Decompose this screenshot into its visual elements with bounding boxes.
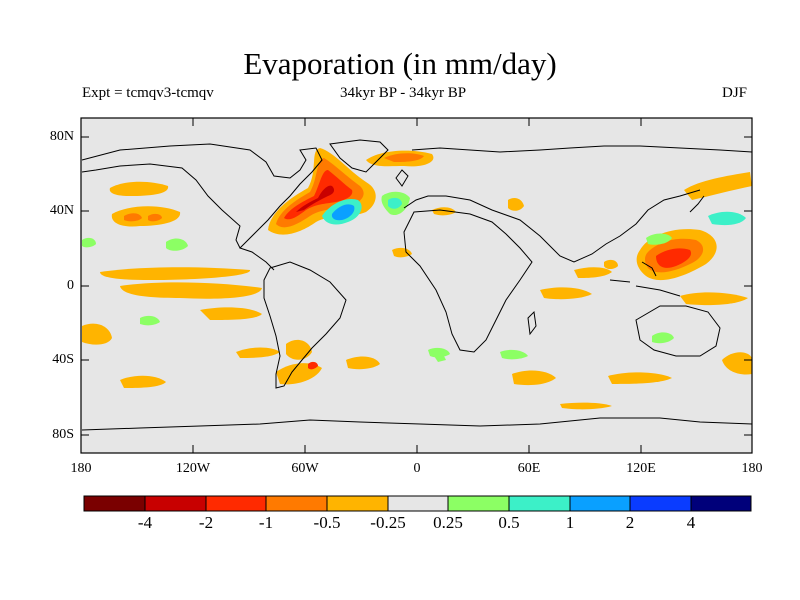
colorbar-label-5: 0.25 bbox=[433, 513, 463, 532]
colorbar-swatch-2 bbox=[206, 496, 266, 511]
pacific-patch-6 bbox=[82, 323, 112, 345]
greenland-sea-patch bbox=[432, 207, 456, 216]
south-pacific-green bbox=[140, 315, 160, 326]
atlantic-green bbox=[428, 347, 450, 358]
west-pacific-max bbox=[656, 248, 692, 268]
lon-label-120e: 120E bbox=[626, 461, 656, 476]
colorbar-swatch-1 bbox=[145, 496, 206, 511]
antarctica-outline bbox=[81, 417, 753, 431]
west-pacific-orange-strip bbox=[680, 292, 748, 306]
south-pacific-patch bbox=[722, 352, 752, 375]
colorbar-swatch-9 bbox=[630, 496, 691, 511]
pacific-green-2 bbox=[652, 332, 674, 344]
colorbar-frame bbox=[83, 495, 752, 512]
south-america-outline bbox=[263, 261, 347, 389]
africa-outline bbox=[403, 209, 533, 353]
chart-title: Evaporation (in mm/day) bbox=[243, 46, 557, 81]
colorbar-label-7: 1 bbox=[565, 513, 575, 532]
lat-label-80n: 80N bbox=[49, 129, 74, 144]
pacific-patch-7 bbox=[120, 375, 166, 388]
pacific-patch-2-core bbox=[124, 213, 142, 222]
colorbar-swatch-6 bbox=[448, 496, 509, 511]
colorbar-swatch-8 bbox=[570, 496, 630, 511]
south-atlantic-patch bbox=[286, 339, 312, 360]
indian-ocean-patch-2 bbox=[540, 287, 592, 300]
lat-label-40n: 40N bbox=[49, 203, 74, 218]
colorbar-label-8: 2 bbox=[625, 513, 635, 532]
experiment-label: Expt = tcmqv3-tcmqv bbox=[82, 85, 214, 101]
central-america-outline bbox=[239, 247, 275, 271]
greenland-outline bbox=[329, 139, 389, 173]
lon-label-60w: 60W bbox=[291, 461, 319, 476]
colorbar-label-6: 0.5 bbox=[498, 513, 520, 532]
japan-outline bbox=[689, 195, 705, 213]
bay-of-bengal-patch bbox=[604, 259, 618, 269]
eurasia-south-outline bbox=[403, 189, 701, 263]
pacific-patch-1 bbox=[109, 181, 169, 196]
pacific-patch-3 bbox=[100, 267, 251, 280]
colorbar-swatch-0 bbox=[84, 496, 145, 511]
lon-label-120w: 120W bbox=[175, 461, 211, 476]
lat-tick-marks bbox=[81, 136, 752, 436]
colorbar-label-4: -0.25 bbox=[370, 513, 406, 532]
colorbar-swatch-7 bbox=[509, 496, 570, 511]
lat-label-0: 0 bbox=[67, 278, 74, 293]
indian-ocean-patch bbox=[574, 267, 612, 278]
lon-tick-marks bbox=[192, 118, 642, 453]
kuroshio-positive bbox=[646, 233, 672, 245]
colorbar-swatch-5 bbox=[388, 496, 448, 511]
pacific-green bbox=[166, 238, 188, 251]
period-label: 34kyr BP - 34kyr BP bbox=[340, 85, 467, 101]
coastlines bbox=[81, 139, 753, 431]
south-indian-patch-2 bbox=[608, 372, 672, 384]
nordic-anomaly-core bbox=[384, 153, 424, 162]
lat-label-40s: 40S bbox=[52, 352, 74, 367]
colorbar-label-2: -1 bbox=[258, 513, 274, 532]
pacific-patch-2-core-b bbox=[148, 213, 162, 222]
colorbar-label-9: 4 bbox=[686, 513, 696, 532]
south-indian-patch bbox=[512, 370, 556, 386]
colorbar-swatch-3 bbox=[266, 496, 327, 511]
british-isles-outline bbox=[395, 169, 409, 187]
pacific-patch-5 bbox=[200, 307, 262, 320]
lon-label-0: 0 bbox=[413, 461, 421, 476]
south-indian-green bbox=[500, 349, 528, 360]
season-label: DJF bbox=[722, 85, 748, 101]
south-africa-green bbox=[434, 352, 446, 362]
north-america-outline bbox=[81, 143, 323, 249]
maritime-continent-outline bbox=[609, 261, 681, 297]
pacific-patch-4 bbox=[120, 282, 262, 299]
colorbar-label-3: -0.5 bbox=[313, 513, 341, 532]
lon-label-60e: 60E bbox=[517, 461, 541, 476]
north-atlantic-max bbox=[284, 170, 353, 220]
pacific-patch-2 bbox=[111, 206, 181, 227]
anomaly-patches bbox=[82, 148, 752, 410]
europe-outline bbox=[411, 145, 753, 153]
southern-ocean-patch bbox=[560, 402, 612, 410]
lat-label-80s: 80S bbox=[52, 427, 74, 442]
colorbar-label-0: -4 bbox=[137, 513, 153, 532]
gulf-stream-negative-core bbox=[331, 204, 355, 221]
lon-label-180w: 180 bbox=[70, 461, 92, 476]
south-atlantic-red bbox=[308, 361, 318, 370]
australia-outline bbox=[635, 305, 721, 357]
north-atlantic-peak bbox=[296, 185, 335, 212]
mediterranean-patch bbox=[508, 198, 524, 211]
colorbar bbox=[83, 495, 752, 512]
colorbar-swatch-10 bbox=[691, 496, 751, 511]
colorbar-label-1: -2 bbox=[198, 513, 214, 532]
colorbar-swatch-4 bbox=[327, 496, 388, 511]
pacific-patch-8 bbox=[236, 347, 280, 358]
north-pacific-green bbox=[82, 237, 96, 248]
lon-label-180e: 180 bbox=[741, 461, 763, 476]
north-pacific-orange bbox=[684, 172, 752, 200]
north-atlantic-small-cyan bbox=[388, 197, 402, 209]
tropical-atlantic-patch bbox=[392, 247, 412, 258]
north-pacific-cyan bbox=[708, 211, 746, 226]
south-atlantic-patch-3 bbox=[346, 356, 380, 370]
madagascar-outline bbox=[527, 310, 537, 336]
